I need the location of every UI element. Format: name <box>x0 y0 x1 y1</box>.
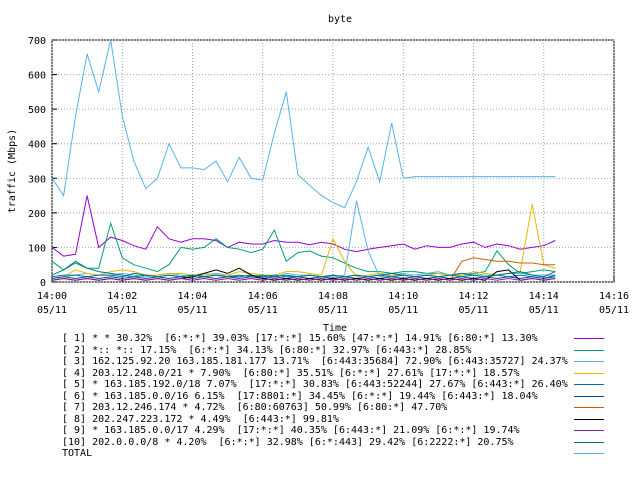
series-line-9 <box>51 277 556 281</box>
legend-item: [ 9] * 163.185.0.0/17 4.29% [17:*:*] 40.… <box>62 425 622 437</box>
y-tick-label: 200 <box>28 209 46 220</box>
x-tick-label-time: 14:04 <box>177 291 207 302</box>
legend-label: [ 9] * 163.185.0.0/17 4.29% [17:*:*] 40.… <box>62 425 520 436</box>
legend-label: [ 4] 203.12.248.0/21 * 7.90% [6:80:*] 35… <box>62 367 520 379</box>
legend-label: [ 8] 202.247.223.172 * 4.49% [6:443:*] 9… <box>62 413 339 425</box>
x-tick-label-time: 14:08 <box>318 291 348 302</box>
legend-item: [ 4] 203.12.248.0/21 * 7.90% [6:80:*] 35… <box>62 368 622 380</box>
series-lines <box>51 39 556 281</box>
x-tick-label-date: 05/11 <box>599 305 629 316</box>
grid <box>51 39 615 283</box>
series-line-2 <box>51 221 556 276</box>
series-line-11 <box>51 39 556 209</box>
x-tick-label-date: 05/11 <box>529 305 559 316</box>
legend-swatch <box>574 349 604 351</box>
y-tick-label: 600 <box>28 71 46 82</box>
y-tick-label: 100 <box>28 243 46 254</box>
legend-swatch <box>574 441 604 443</box>
legend-label: [10] 202.0.0.0/8 * 4.20% [6:*:*] 32.98% … <box>62 436 514 448</box>
legend-item: [ 3] 162.125.92.20 163.185.181.177 13.71… <box>62 356 622 368</box>
legend-label: [ 2] *:: *:: 17.15% [6:*:*] 34.13% [6:80… <box>62 344 472 356</box>
x-tick-label-time: 14:16 <box>599 291 629 302</box>
legend-label: [ 3] 162.125.92.20 163.185.181.177 13.71… <box>62 356 568 367</box>
legend-swatch <box>574 407 604 408</box>
chart-title: byte <box>328 14 352 25</box>
legend-swatch <box>574 418 604 420</box>
legend: [ 1] * * 30.32% [6:*:*] 39.03% [17:*:*] … <box>62 333 622 460</box>
series-line-3 <box>51 200 556 279</box>
series-line-6 <box>51 276 556 280</box>
x-tick-label-time: 14:06 <box>248 291 278 302</box>
x-tick-label-date: 05/11 <box>388 305 418 316</box>
legend-item: [ 7] 203.12.246.174 * 4.72% [6:80:60763]… <box>62 402 622 414</box>
y-tick-label: 700 <box>28 36 46 47</box>
legend-swatch <box>574 395 604 397</box>
x-tick-label-date: 05/11 <box>177 305 207 316</box>
legend-swatch <box>574 338 604 339</box>
x-tick-label-date: 05/11 <box>37 305 67 316</box>
y-tick-label: 0 <box>40 278 46 289</box>
x-tick-label-date: 05/11 <box>248 305 278 316</box>
legend-swatch <box>574 384 604 385</box>
legend-item: [ 2] *:: *:: 17.15% [6:*:*] 34.13% [6:80… <box>62 345 622 357</box>
legend-label: [ 5] * 163.185.192.0/18 7.07% [17:*:*] 3… <box>62 379 568 390</box>
legend-label: [ 1] * * 30.32% [6:*:*] 39.03% [17:*:*] … <box>62 333 538 344</box>
legend-label: [ 6] * 163.185.0.0/16 6.15% [17:8801:*] … <box>62 390 538 402</box>
x-tick-label-time: 14:12 <box>458 291 488 302</box>
x-tick-label-time: 14:10 <box>388 291 418 302</box>
legend-item: [ 5] * 163.185.192.0/18 7.07% [17:*:*] 3… <box>62 379 622 391</box>
x-tick-label-time: 14:02 <box>107 291 137 302</box>
legend-swatch <box>574 430 604 431</box>
legend-item: [10] 202.0.0.0/8 * 4.20% [6:*:*] 32.98% … <box>62 437 622 449</box>
legend-swatch <box>574 372 604 374</box>
x-ticks: 14:00 05/11 14:02 05/11 14:04 05/11 14:06 05/11… <box>37 277 629 316</box>
series-line-10 <box>51 260 556 278</box>
legend-item: [ 6] * 163.185.0.0/16 6.15% [17:8801:*] … <box>62 391 622 403</box>
legend-swatch <box>574 361 604 362</box>
x-tick-label-time: 14:00 <box>37 291 67 302</box>
series-line-4 <box>51 204 556 279</box>
series-line-1 <box>51 195 556 257</box>
y-axis-label: traffic (Mbps) <box>7 129 18 213</box>
x-axis-label: Time <box>323 323 347 334</box>
legend-swatch <box>574 453 604 454</box>
legend-label: [ 7] 203.12.246.174 * 4.72% [6:80:60763]… <box>62 402 448 413</box>
x-tick-label-date: 05/11 <box>318 305 348 316</box>
y-tick-label: 300 <box>28 174 46 185</box>
legend-item: TOTAL <box>62 448 622 460</box>
x-tick-label-date: 05/11 <box>107 305 137 316</box>
x-tick-label-date: 05/11 <box>458 305 488 316</box>
x-tick-label-time: 14:14 <box>529 291 559 302</box>
y-tick-label: 400 <box>28 140 46 151</box>
legend-item: [ 1] * * 30.32% [6:*:*] 39.03% [17:*:*] … <box>62 333 622 345</box>
y-tick-label: 500 <box>28 105 46 116</box>
legend-label: TOTAL <box>62 448 93 459</box>
y-ticks: 0 100 200 300 400 500 600 700 <box>28 36 57 289</box>
legend-item: [ 8] 202.247.223.172 * 4.49% [6:443:*] 9… <box>62 414 622 426</box>
